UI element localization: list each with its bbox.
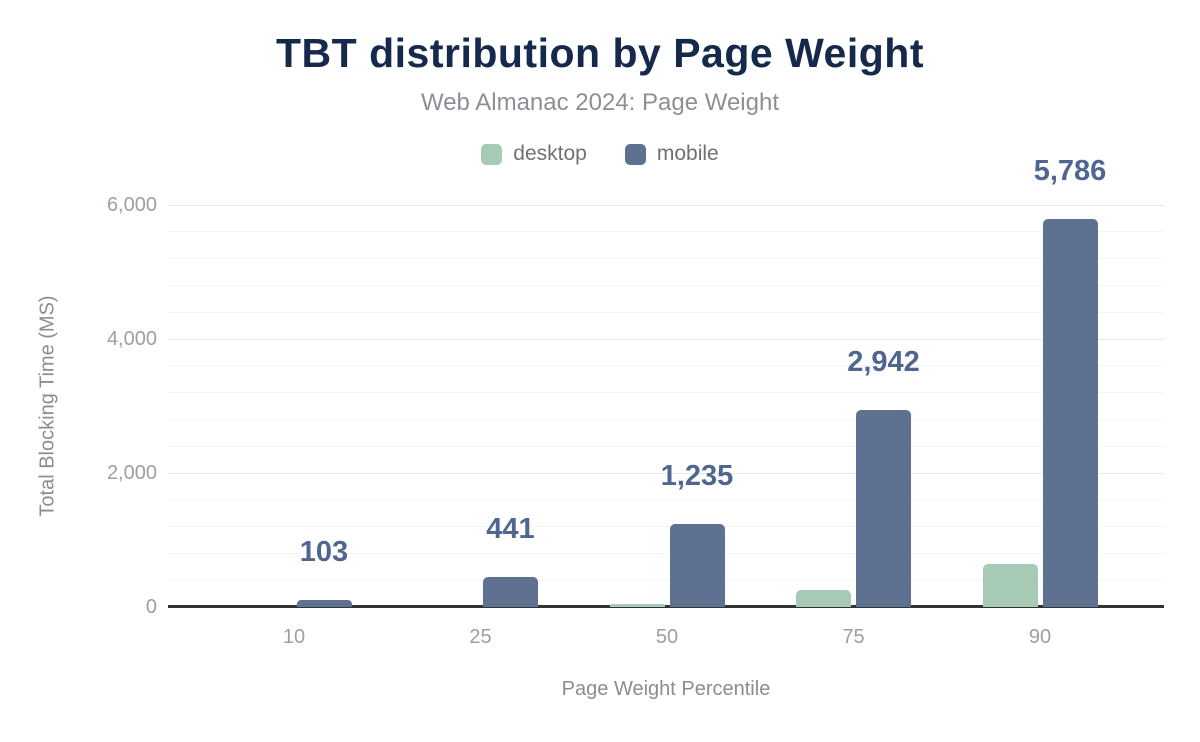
bar-mobile-25[interactable] bbox=[483, 577, 538, 607]
gridline-400 bbox=[168, 579, 1164, 581]
gridline-800 bbox=[168, 552, 1164, 554]
gridline-1200 bbox=[168, 526, 1164, 528]
gridline-2000 bbox=[168, 472, 1164, 474]
legend-item-mobile[interactable]: mobile bbox=[624, 142, 719, 166]
y-axis-tick-label: 4,000 bbox=[106, 328, 157, 350]
gridline-2800 bbox=[168, 418, 1164, 420]
x-axis-tick-label: 75 bbox=[842, 626, 865, 648]
legend-swatch-mobile bbox=[624, 143, 646, 165]
chart-title: TBT distribution by Page Weight bbox=[276, 30, 924, 76]
bar-desktop-75[interactable] bbox=[796, 590, 851, 607]
x-axis-tick-label: 25 bbox=[469, 626, 492, 648]
x-axis-title: Page Weight Percentile bbox=[561, 678, 771, 700]
y-axis-tick-label: 6,000 bbox=[106, 194, 157, 216]
data-label-10: 103 bbox=[299, 536, 349, 569]
gridline-5600 bbox=[168, 231, 1164, 233]
gridline-3200 bbox=[168, 392, 1164, 394]
bar-mobile-90[interactable] bbox=[1042, 219, 1098, 607]
data-label-90: 5,786 bbox=[1033, 155, 1107, 188]
data-label-50: 1,235 bbox=[660, 460, 734, 493]
bar-mobile-10[interactable] bbox=[296, 600, 352, 607]
legend-swatch-desktop bbox=[481, 143, 503, 165]
x-axis-tick-label: 10 bbox=[282, 626, 306, 648]
legend-label-desktop: desktop bbox=[513, 142, 587, 165]
legend-label-mobile: mobile bbox=[656, 142, 719, 165]
x-axis-tick-label: 90 bbox=[1028, 626, 1052, 648]
chart-subtitle: Web Almanac 2024: Page Weight bbox=[420, 89, 779, 116]
gridline-4800 bbox=[168, 284, 1164, 286]
gridline-4400 bbox=[168, 311, 1164, 313]
gridline-5200 bbox=[168, 258, 1164, 260]
legend-item-desktop[interactable]: desktop bbox=[481, 142, 587, 166]
gridline-2400 bbox=[168, 445, 1164, 447]
x-axis-tick-label: 50 bbox=[655, 626, 679, 648]
y-axis-tick-label: 2,000 bbox=[106, 462, 157, 484]
bar-desktop-50[interactable] bbox=[609, 603, 665, 607]
y-axis-tick-label: 0 bbox=[145, 596, 157, 618]
gridline-1600 bbox=[168, 499, 1164, 501]
data-label-75: 2,942 bbox=[847, 345, 920, 378]
bar-mobile-75[interactable] bbox=[856, 409, 911, 607]
bar-desktop-90[interactable] bbox=[982, 564, 1038, 607]
x-axis-line bbox=[168, 605, 1164, 608]
gridline-4000 bbox=[168, 338, 1164, 340]
gridline-3600 bbox=[168, 365, 1164, 367]
gridline-6000 bbox=[168, 204, 1164, 206]
bar-mobile-50[interactable] bbox=[669, 524, 725, 607]
data-label-25: 441 bbox=[486, 513, 535, 546]
legend: desktop mobile bbox=[0, 142, 1200, 166]
